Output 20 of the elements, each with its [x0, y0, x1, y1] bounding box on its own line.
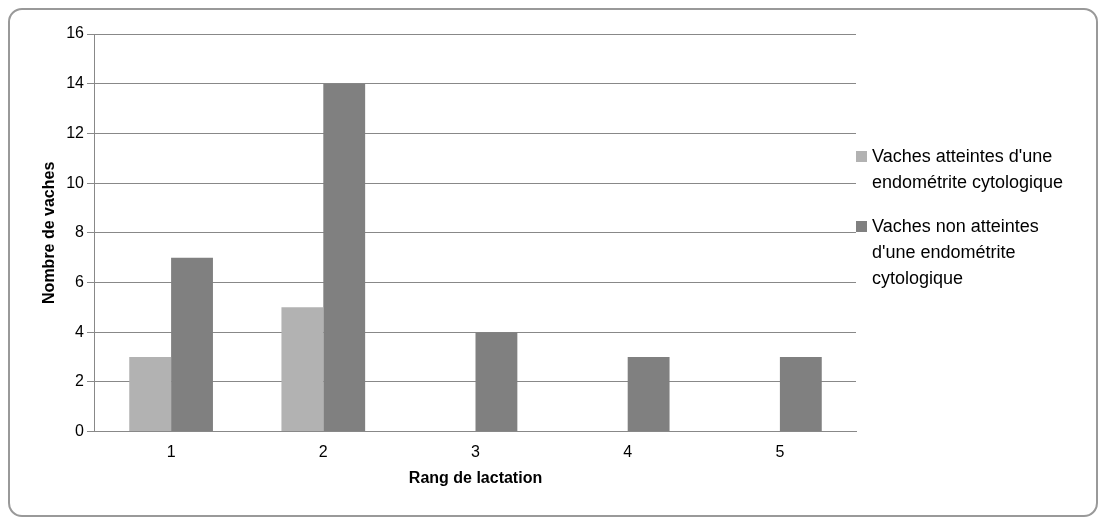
- x-tick-label: 5: [775, 442, 785, 460]
- bar: [281, 307, 324, 432]
- y-tick-label: 10: [66, 173, 85, 191]
- y-tick-label: 0: [75, 422, 85, 440]
- x-tick-label: 2: [318, 442, 328, 460]
- x-axis-title: Rang de lactation: [408, 468, 543, 486]
- y-tick-label: 6: [75, 272, 85, 290]
- bar: [129, 357, 172, 432]
- y-tick-label: 16: [66, 24, 85, 42]
- y-tick-label: 4: [75, 322, 85, 340]
- y-tick-label: 12: [66, 123, 85, 141]
- legend-label: Vaches atteintes d'une endométrite cytologique: [872, 145, 1065, 194]
- y-tick-label: 14: [66, 74, 85, 92]
- y-tick-label: 2: [75, 372, 85, 390]
- legend-label: Vaches non atteintes d'une endométrite cytologique: [872, 215, 1040, 290]
- x-tick-label: 3: [471, 442, 481, 460]
- y-tick-label: 8: [75, 223, 85, 241]
- x-tick-label: 1: [166, 442, 176, 460]
- y-axis-title: Nombre de vaches: [40, 161, 58, 304]
- x-tick-label: 4: [623, 442, 633, 460]
